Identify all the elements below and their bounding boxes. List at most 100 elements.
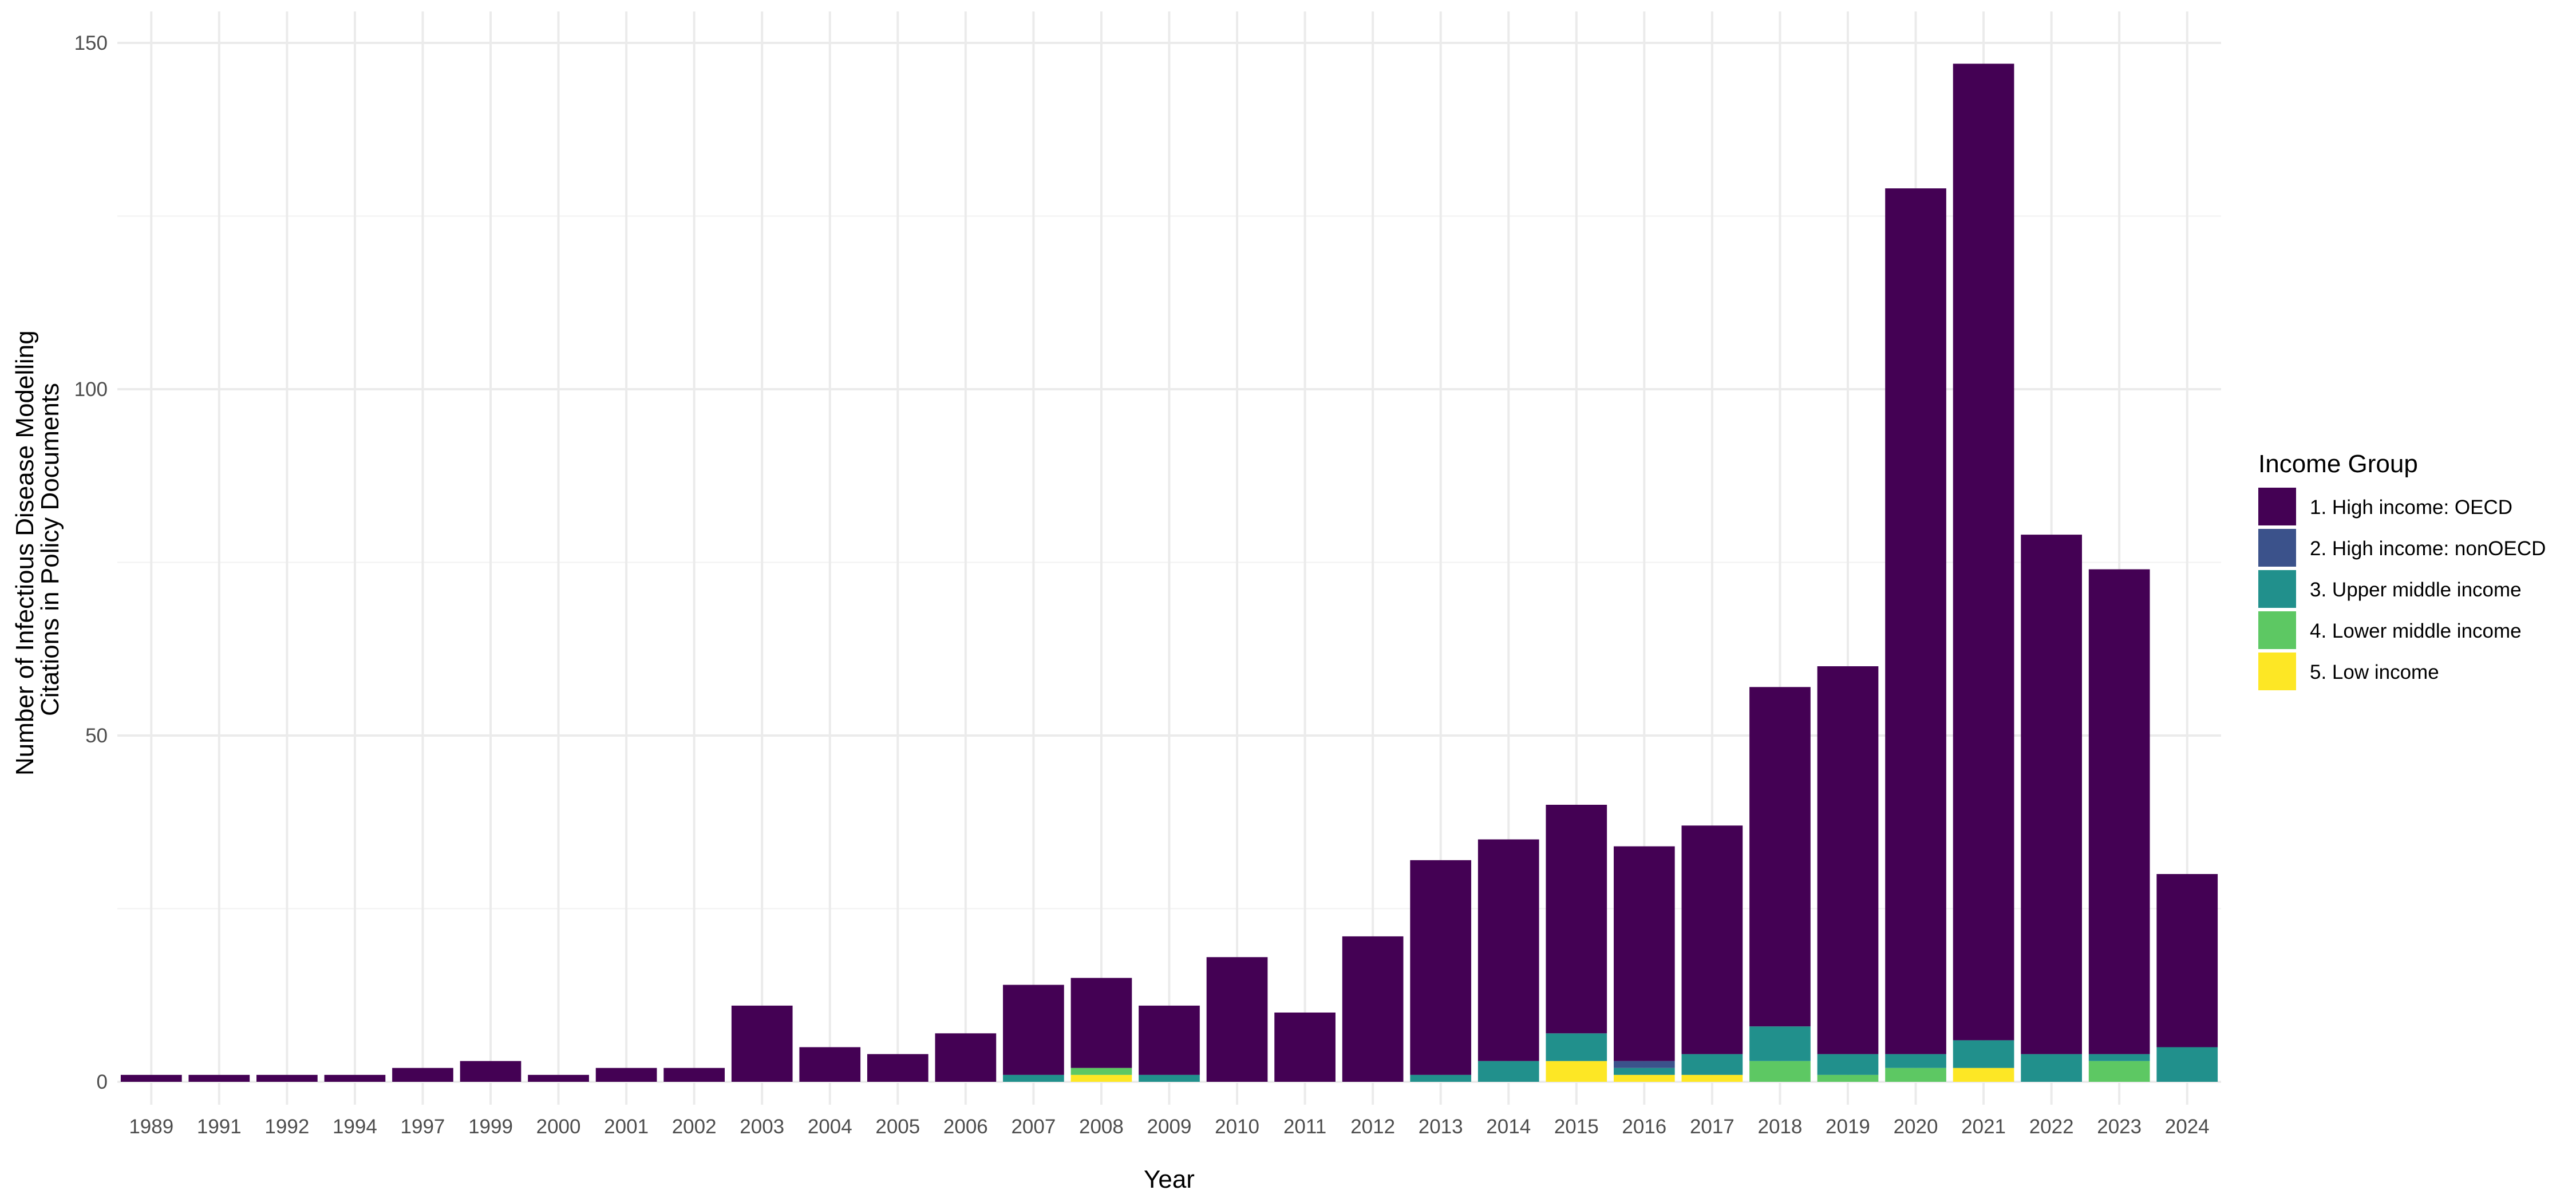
x-tick-label: 2019 xyxy=(1826,1116,1870,1138)
bar-segment xyxy=(392,1067,453,1082)
bar-segment xyxy=(1546,1061,1607,1082)
x-tick-label: 2018 xyxy=(1757,1116,1802,1138)
bar-segment xyxy=(2156,1047,2218,1082)
bar-segment xyxy=(1749,1061,1811,1082)
x-tick-label: 1999 xyxy=(468,1116,513,1138)
bar-segment xyxy=(1003,1074,1064,1082)
x-tick-label: 2002 xyxy=(672,1116,717,1138)
bar-segment xyxy=(324,1074,386,1082)
bar-segment xyxy=(1817,1074,1879,1082)
x-tick-label: 2020 xyxy=(1894,1116,1938,1138)
bar-segment xyxy=(1410,860,1472,1075)
y-tick-label: 0 xyxy=(97,1071,108,1093)
bar-segment xyxy=(1546,805,1607,1034)
bar-segment xyxy=(2021,1054,2082,1082)
x-tick-label: 2014 xyxy=(1486,1116,1531,1138)
bar-segment xyxy=(1070,1074,1132,1082)
bar-segment xyxy=(1817,1054,1879,1075)
x-tick-label: 2012 xyxy=(1350,1116,1395,1138)
x-tick-label: 2010 xyxy=(1215,1116,1259,1138)
bar-segment xyxy=(1139,1005,1200,1075)
bar-segment xyxy=(595,1067,657,1082)
x-tick-label: 2000 xyxy=(536,1116,581,1138)
x-tick-label: 1997 xyxy=(401,1116,445,1138)
x-tick-label: 2024 xyxy=(2165,1116,2210,1138)
bar-segment xyxy=(1070,978,1132,1068)
bar-segment xyxy=(188,1074,250,1082)
legend-label: 4. Lower middle income xyxy=(2310,620,2522,642)
bar-segment xyxy=(1546,1033,1607,1061)
bar-segment xyxy=(663,1067,725,1082)
x-axis-title: Year xyxy=(1144,1165,1195,1193)
y-tick-label: 50 xyxy=(85,725,108,747)
x-tick-label: 1994 xyxy=(333,1116,377,1138)
bar-segment xyxy=(1410,1074,1472,1082)
bar-segment xyxy=(1953,64,2014,1041)
x-tick-label: 2009 xyxy=(1147,1116,1192,1138)
bar-segment xyxy=(460,1061,521,1082)
x-tick-label: 2016 xyxy=(1622,1116,1666,1138)
x-tick-label: 2003 xyxy=(740,1116,784,1138)
x-tick-label: 2015 xyxy=(1554,1116,1599,1138)
x-tick-label: 2011 xyxy=(1283,1116,1326,1138)
legend-swatch xyxy=(2258,570,2296,608)
legend-swatch xyxy=(2258,529,2296,567)
bar-segment xyxy=(867,1054,929,1082)
bar-segment xyxy=(1003,984,1064,1075)
y-axis-title: Number of Infectious Disease Modelling C… xyxy=(11,323,64,776)
legend-swatch xyxy=(2258,611,2296,649)
x-tick-label: 2022 xyxy=(2029,1116,2074,1138)
bar-segment xyxy=(1681,825,1743,1054)
y-axis-title-line-2: Citations in Policy Documents xyxy=(36,383,64,716)
x-tick-label: 2021 xyxy=(1961,1116,2006,1138)
bar-segment xyxy=(2021,535,2082,1054)
legend-label: 3. Upper middle income xyxy=(2310,579,2522,601)
bar-segment xyxy=(120,1074,182,1082)
bar-segment xyxy=(1206,957,1268,1082)
x-tick-label: 2005 xyxy=(875,1116,920,1138)
bars xyxy=(120,64,2218,1082)
bar-segment xyxy=(1885,1067,1946,1082)
x-tick-label: 2017 xyxy=(1690,1116,1735,1138)
bar-segment xyxy=(1613,1074,1675,1082)
legend-label: 2. High income: nonOECD xyxy=(2310,537,2546,560)
bar-segment xyxy=(1139,1074,1200,1082)
y-axis-title-line-1: Number of Infectious Disease Modelling xyxy=(11,330,39,776)
bar-segment xyxy=(1953,1067,2014,1082)
bar-segment xyxy=(1749,687,1811,1027)
legend-label: 1. High income: OECD xyxy=(2310,496,2512,519)
y-axis-ticks: 0 50 100 150 xyxy=(74,32,108,1093)
x-tick-label: 2001 xyxy=(604,1116,649,1138)
bar-segment xyxy=(1274,1013,1336,1082)
bar-segment xyxy=(1953,1040,2014,1068)
bar-segment xyxy=(1342,936,1404,1082)
legend: Income Group 1. High income: OECD 2. High… xyxy=(2258,450,2546,690)
bar-segment xyxy=(1613,1061,1675,1068)
x-tick-label: 2006 xyxy=(943,1116,988,1138)
bar-segment xyxy=(1070,1067,1132,1075)
legend-title: Income Group xyxy=(2258,450,2418,478)
x-tick-label: 2007 xyxy=(1011,1116,1056,1138)
x-tick-label: 2008 xyxy=(1079,1116,1124,1138)
bar-segment xyxy=(1749,1026,1811,1061)
legend-swatch xyxy=(2258,488,2296,525)
bar-segment xyxy=(1613,1067,1675,1075)
bar-segment xyxy=(935,1033,997,1082)
x-tick-label: 2004 xyxy=(808,1116,852,1138)
bar-segment xyxy=(1681,1074,1743,1082)
bar-segment xyxy=(1885,1054,1946,1068)
bar-segment xyxy=(2088,1061,2150,1082)
y-tick-label: 150 xyxy=(74,32,108,54)
bar-segment xyxy=(799,1047,861,1082)
bar-segment xyxy=(528,1074,589,1082)
x-axis-ticks: 1989 1991 1992 1994 1997 1999 2000 2001 2002 2003… xyxy=(129,1116,2209,1138)
bar-segment xyxy=(1885,188,1946,1054)
bar-segment xyxy=(1477,839,1539,1061)
bar-segment xyxy=(1817,666,1879,1054)
x-tick-label: 2013 xyxy=(1419,1116,1463,1138)
bar-segment xyxy=(1681,1054,1743,1075)
legend-swatch xyxy=(2258,653,2296,690)
bar-segment xyxy=(2088,569,2150,1054)
x-tick-label: 1991 xyxy=(197,1116,242,1138)
